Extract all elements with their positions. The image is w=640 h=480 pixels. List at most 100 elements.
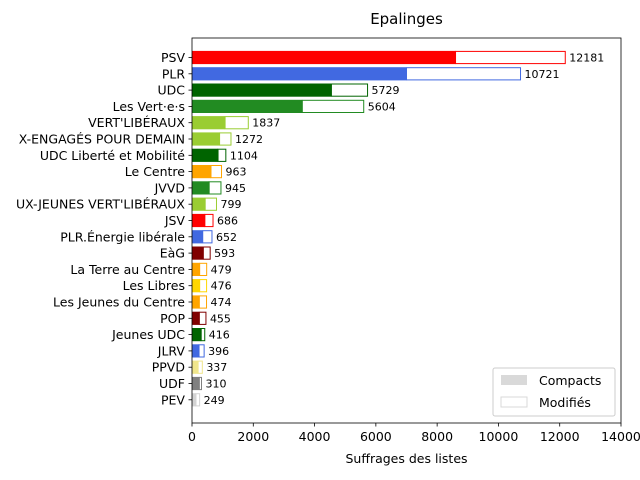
x-axis-label: Suffrages des listes (345, 451, 467, 466)
y-tick-label: JVVD (154, 180, 185, 195)
bar-compacts (192, 360, 199, 374)
bar-modifies (210, 165, 223, 179)
bar-compacts (192, 262, 200, 276)
plot-frame (191, 37, 622, 424)
bar-total-label: 10721 (525, 68, 560, 81)
bar-total-label: 5729 (372, 84, 400, 97)
x-tick-label: 4000 (299, 429, 331, 444)
bar-modifies (219, 132, 232, 146)
y-tick-label: UDC (157, 83, 185, 98)
y-tick-label: Les Libres (123, 278, 185, 293)
bar-modifies (197, 360, 203, 374)
bar-modifies (198, 376, 202, 391)
bar-compacts (192, 230, 203, 244)
bar-modifies (198, 295, 208, 309)
bar-total-label: 249 (204, 394, 225, 407)
bar-modifies (217, 148, 227, 162)
bar-compacts (192, 279, 200, 293)
bar-total-label: 479 (211, 263, 232, 276)
bar-modifies (208, 181, 222, 195)
y-tick-label: UDF (159, 376, 185, 391)
bar-compacts (192, 116, 226, 130)
bar-compacts (192, 67, 407, 81)
bar-modifies (199, 279, 208, 293)
bar-compacts (192, 99, 303, 113)
x-tick-label: 10000 (479, 429, 519, 444)
value-labels: 12181 10721 5729 5604 1837 1272 1104 963 945 799 6… (204, 52, 605, 407)
bar-total-label: 1837 (252, 117, 280, 130)
bar-modifies (200, 328, 206, 342)
legend-swatch-modifies (500, 396, 528, 408)
y-tick-label: EàG (160, 246, 185, 261)
bar-modifies (198, 311, 207, 325)
bar-modifies (301, 99, 365, 114)
bar-compacts (192, 165, 211, 179)
bar-compacts (192, 328, 202, 342)
bars-layer (192, 50, 566, 407)
bar-total-label: 963 (226, 166, 247, 179)
y-tick-label: Les Jeunes du Centre (53, 295, 185, 310)
bar-modifies (199, 262, 208, 276)
bar-total-label: 337 (206, 361, 227, 374)
x-tick-label: 14000 (601, 429, 640, 444)
y-tick-label: Les Vert·e·s (113, 99, 185, 114)
bar-modifies (204, 197, 217, 211)
bar-compacts (192, 83, 332, 97)
y-tick-label: JSV (164, 213, 186, 228)
y-tick-label: POP (160, 311, 185, 326)
x-tick-label: 8000 (421, 429, 453, 444)
y-tick-label: PEV (161, 392, 185, 407)
bar-modifies (224, 116, 249, 130)
bar-compacts (192, 181, 210, 195)
chart-title: Epalinges (370, 10, 443, 28)
bar-total-label: 474 (211, 296, 232, 309)
y-tick-label: Jeunes UDC (111, 327, 185, 342)
bar-compacts (192, 246, 204, 260)
y-tick-label: PSV (161, 50, 185, 65)
bar-total-label: 455 (210, 312, 231, 325)
bar-total-label: 396 (208, 345, 229, 358)
bar-modifies (330, 83, 369, 97)
legend-swatch-compacts (501, 375, 527, 385)
bar-compacts (192, 311, 200, 325)
bar-total-label: 945 (225, 182, 246, 195)
bar-modifies (406, 67, 522, 81)
bar-total-label: 12181 (569, 52, 604, 65)
bar-total-label: 652 (216, 231, 237, 244)
bar-total-label: 476 (211, 280, 232, 293)
bar-total-label: 799 (220, 198, 241, 211)
bar-modifies (455, 50, 566, 65)
bar-total-label: 310 (205, 378, 226, 391)
bar-total-label: 1272 (235, 133, 263, 146)
legend: Compacts Modifiés (492, 367, 616, 417)
bar-compacts (192, 148, 219, 162)
bar-compacts (192, 376, 200, 391)
bar-total-label: 593 (214, 247, 235, 260)
bar-total-label: 686 (217, 215, 238, 228)
y-tick-label: Le Centre (125, 164, 186, 179)
y-tick-label: UDC Liberté et Mobilité (40, 148, 185, 163)
bar-compacts (192, 213, 205, 228)
bar-modifies (202, 246, 211, 260)
x-tick-label: 12000 (540, 429, 580, 444)
y-tick-label: PLR (162, 66, 186, 81)
bar-modifies (195, 393, 201, 407)
bar-compacts (192, 197, 206, 211)
y-tick-label: X-ENGAGÉS POUR DEMAIN (19, 132, 185, 147)
legend-label-compacts: Compacts (539, 373, 601, 388)
y-tick-label: La Terre au Centre (70, 262, 185, 277)
bar-compacts (192, 295, 200, 309)
x-tick-label: 2000 (237, 429, 269, 444)
x-tick-label: 0 (188, 429, 196, 444)
bar-modifies (202, 230, 213, 244)
legend-label-modifies: Modifiés (539, 395, 591, 410)
bar-total-label: 416 (209, 329, 230, 342)
y-tick-label: VERT'LIBÉRAUX (88, 115, 185, 130)
bar-total-label: 5604 (368, 100, 396, 113)
y-tick-label: JLRV (157, 343, 186, 358)
y-tick-label: PPVD (152, 360, 185, 375)
bar-compacts (192, 344, 200, 358)
x-tick-label: 6000 (360, 429, 392, 444)
